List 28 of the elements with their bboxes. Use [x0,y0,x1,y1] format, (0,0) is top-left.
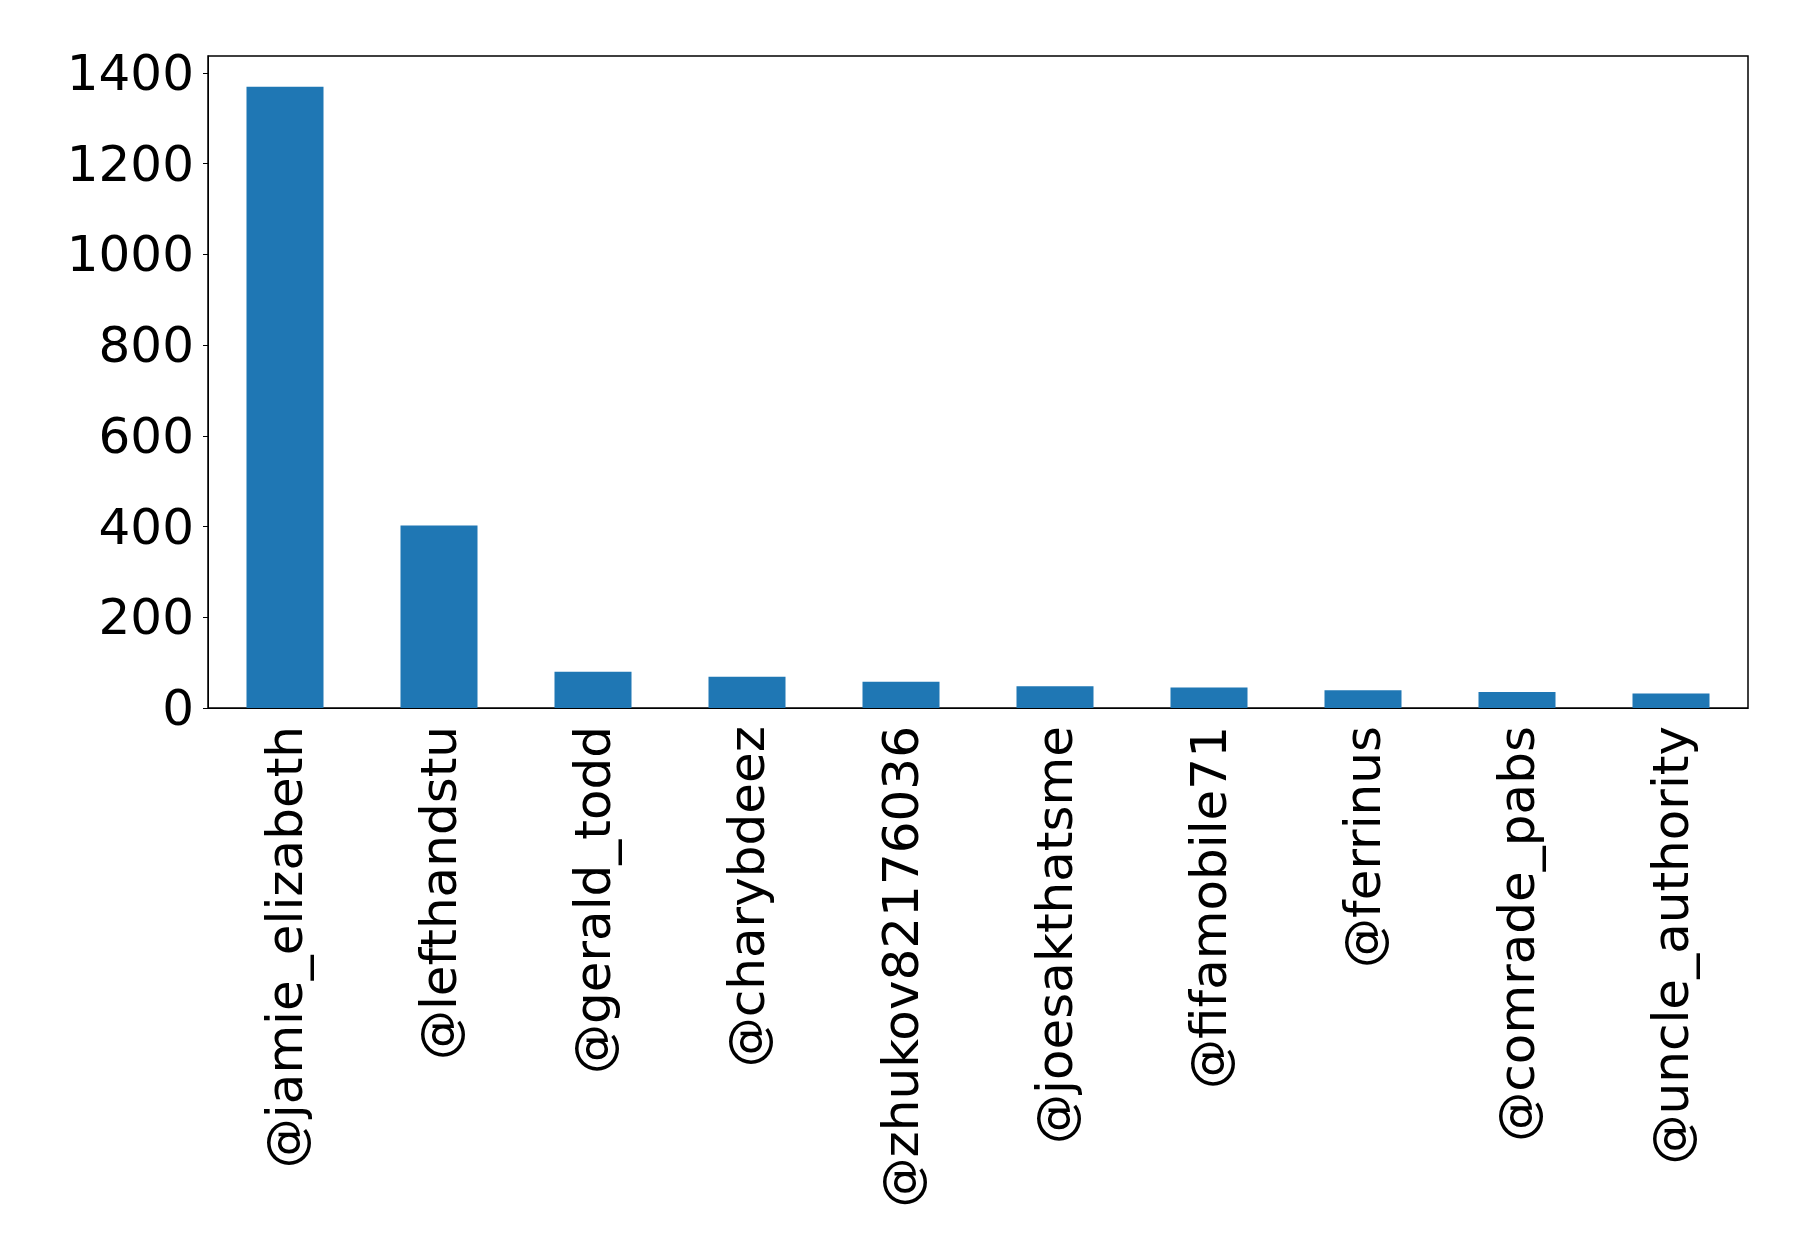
x-tick-label: @fifamobile71 [1180,726,1238,1089]
y-tick-label: 200 [98,588,194,647]
bar [1632,693,1710,708]
y-tick-label: 600 [98,406,194,465]
bar [862,681,940,708]
bar [400,525,478,708]
x-tick-label: @zhukov82176036 [872,726,930,1208]
y-tick-label: 1200 [66,134,194,193]
y-tick-label: 1400 [66,43,194,102]
y-tick-label: 0 [162,679,194,737]
bar [554,671,632,708]
x-tick-label: @jamie_elizabeth [256,726,314,1169]
y-tick-label: 400 [98,497,194,556]
bar [1170,687,1248,708]
x-tick-label: @gerald_todd [564,726,622,1074]
bar [1324,690,1402,708]
x-tick-label: @charybdeez [718,726,776,1068]
x-tick-label: @joesakthatsme [1026,726,1084,1144]
x-tick-label: @uncle_authority [1642,726,1700,1165]
x-tick-label: @comrade_pabs [1488,726,1546,1142]
y-tick-label: 1000 [66,225,194,284]
bar [708,676,786,708]
y-tick-label: 800 [98,316,194,375]
bar [246,86,324,708]
bar [1016,686,1094,708]
x-tick-label: @lefthandstu [410,726,468,1061]
bar [1478,692,1556,708]
x-tick-label: @ferrinus [1334,726,1392,968]
